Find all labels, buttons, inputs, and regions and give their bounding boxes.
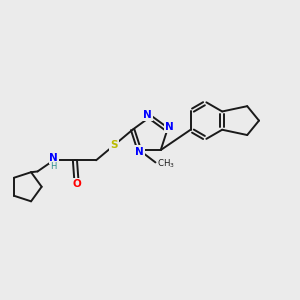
- Text: O: O: [73, 179, 81, 189]
- Text: N: N: [165, 122, 174, 132]
- Text: N: N: [135, 146, 144, 157]
- Text: H: H: [50, 162, 57, 171]
- Text: N: N: [143, 110, 152, 120]
- Text: N: N: [50, 154, 58, 164]
- Text: CH$_3$: CH$_3$: [157, 158, 175, 170]
- Text: S: S: [111, 140, 118, 150]
